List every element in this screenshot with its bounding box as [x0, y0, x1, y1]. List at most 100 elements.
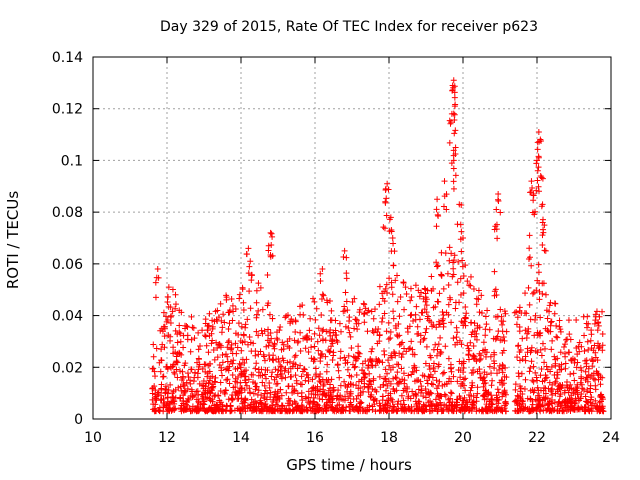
- data-point: [373, 397, 380, 404]
- data-point: [422, 385, 429, 392]
- data-point: [305, 394, 312, 401]
- data-point: [525, 325, 532, 332]
- data-point: [420, 336, 427, 343]
- data-point: [353, 372, 360, 379]
- data-point: [411, 364, 418, 371]
- data-point: [527, 316, 534, 323]
- data-point: [370, 397, 377, 404]
- data-point: [536, 392, 543, 399]
- data-point: [352, 354, 359, 361]
- data-point: [199, 393, 206, 400]
- data-point: [493, 404, 500, 411]
- data-point: [373, 388, 380, 395]
- data-point: [539, 201, 546, 208]
- data-point: [301, 366, 308, 373]
- data-point: [473, 336, 480, 343]
- data-point: [447, 378, 454, 385]
- data-point: [228, 296, 235, 303]
- data-point: [386, 275, 393, 282]
- data-point: [388, 279, 395, 286]
- data-point: [226, 320, 233, 327]
- data-point: [348, 344, 355, 351]
- data-point: [438, 271, 445, 278]
- data-point: [482, 380, 489, 387]
- data-point: [441, 391, 448, 398]
- data-point: [237, 372, 244, 379]
- data-point: [185, 374, 192, 381]
- data-point: [408, 293, 415, 300]
- data-point: [218, 367, 225, 374]
- data-point: [259, 408, 266, 415]
- data-point: [166, 408, 173, 415]
- data-point: [557, 349, 564, 356]
- data-point: [188, 336, 195, 343]
- data-point: [172, 301, 179, 308]
- data-point: [314, 391, 321, 398]
- data-point: [184, 406, 191, 413]
- data-point: [387, 328, 394, 335]
- data-point: [358, 378, 365, 385]
- data-point: [301, 407, 308, 414]
- data-point: [246, 404, 253, 411]
- data-point: [417, 339, 424, 346]
- data-point: [282, 314, 289, 321]
- data-point: [334, 393, 341, 400]
- data-point: [571, 377, 578, 384]
- data-point: [391, 404, 398, 411]
- data-point: [473, 295, 480, 302]
- data-point: [234, 344, 241, 351]
- data-point: [379, 295, 386, 302]
- data-point: [436, 321, 443, 328]
- data-point: [518, 385, 525, 392]
- data-point: [545, 401, 552, 408]
- data-point: [201, 332, 208, 339]
- data-point: [204, 323, 211, 330]
- data-point: [318, 408, 325, 415]
- data-point: [476, 407, 483, 414]
- data-point: [498, 377, 505, 384]
- data-point: [334, 402, 341, 409]
- data-point: [368, 362, 375, 369]
- data-point: [372, 408, 379, 415]
- data-point: [230, 357, 237, 364]
- data-point: [315, 325, 322, 332]
- data-point: [495, 400, 502, 407]
- data-point: [150, 365, 157, 372]
- data-point: [222, 366, 229, 373]
- data-point: [476, 356, 483, 363]
- data-point: [245, 376, 252, 383]
- data-point: [319, 291, 326, 298]
- data-point: [218, 344, 225, 351]
- data-point: [583, 398, 590, 405]
- data-point: [481, 374, 488, 381]
- data-point: [592, 382, 599, 389]
- data-point: [210, 383, 217, 390]
- data-point: [430, 381, 437, 388]
- data-point: [410, 318, 417, 325]
- data-point: [278, 363, 285, 370]
- data-point: [229, 371, 236, 378]
- data-point: [435, 363, 442, 370]
- data-point: [405, 395, 412, 402]
- data-point: [491, 365, 498, 372]
- data-point: [381, 225, 388, 232]
- data-point: [424, 377, 431, 384]
- data-point: [422, 298, 429, 305]
- data-point: [256, 369, 263, 376]
- data-point: [379, 315, 386, 322]
- data-point: [294, 339, 301, 346]
- data-point: [294, 365, 301, 372]
- data-point: [290, 360, 297, 367]
- data-point: [154, 390, 161, 397]
- data-point: [313, 401, 320, 408]
- data-point: [265, 342, 272, 349]
- data-point: [426, 317, 433, 324]
- x-tick-label: 12: [158, 430, 176, 446]
- data-point: [535, 387, 542, 394]
- data-point: [522, 290, 529, 297]
- data-point: [299, 397, 306, 404]
- data-point: [303, 336, 310, 343]
- data-point: [196, 356, 203, 363]
- data-point: [402, 284, 409, 291]
- data-point: [405, 372, 412, 379]
